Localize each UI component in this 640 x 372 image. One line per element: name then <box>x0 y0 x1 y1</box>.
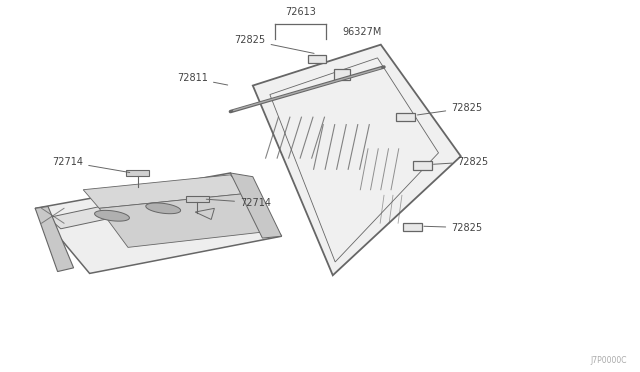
Text: 72825: 72825 <box>234 35 314 53</box>
Polygon shape <box>48 184 218 229</box>
Polygon shape <box>146 203 180 214</box>
Text: 72825: 72825 <box>424 223 483 232</box>
Polygon shape <box>403 223 422 231</box>
Polygon shape <box>253 45 461 275</box>
Text: 72825: 72825 <box>433 157 489 167</box>
Text: 72714: 72714 <box>206 198 271 208</box>
Polygon shape <box>126 170 149 176</box>
Polygon shape <box>230 173 282 238</box>
Text: J7P0000C: J7P0000C <box>591 356 627 365</box>
Text: 72613: 72613 <box>285 7 316 17</box>
Polygon shape <box>186 196 209 202</box>
Polygon shape <box>413 161 432 170</box>
Polygon shape <box>335 69 351 80</box>
Text: 72811: 72811 <box>177 73 228 85</box>
Text: 72714: 72714 <box>52 157 130 173</box>
Polygon shape <box>99 193 275 247</box>
Polygon shape <box>83 175 246 208</box>
Polygon shape <box>308 55 326 63</box>
Polygon shape <box>35 173 282 273</box>
Polygon shape <box>95 211 129 221</box>
Polygon shape <box>35 206 74 272</box>
Text: 72825: 72825 <box>417 103 483 115</box>
Polygon shape <box>396 113 415 121</box>
Text: 96327M: 96327M <box>342 27 382 36</box>
